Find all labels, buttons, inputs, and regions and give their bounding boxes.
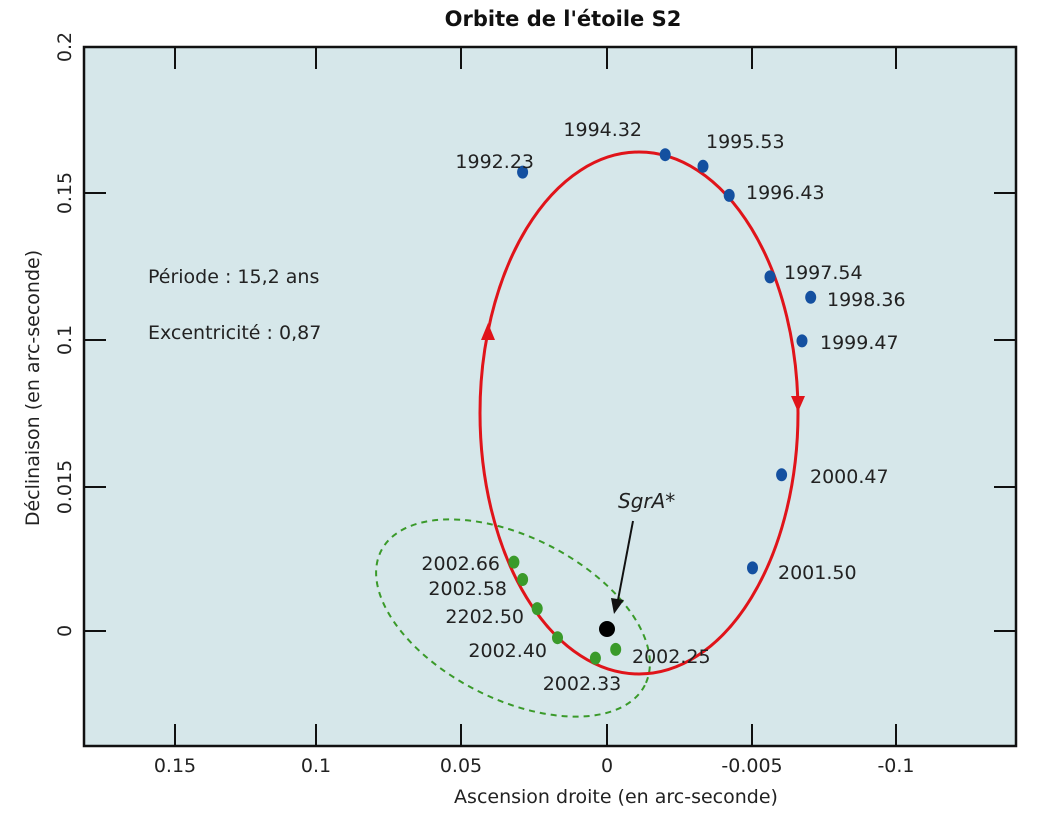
sgra-black-hole [599,621,615,637]
point-label: 1998.36 [827,289,906,311]
data-point [776,468,788,482]
data-points [508,148,817,665]
x-tick-labels: 0.15 0.1 0.05 0 -0.005 -0.1 [154,755,915,777]
s2-orbit-ellipse [478,150,800,676]
y-axis-label: Déclinaison (en arc-seconde) [22,250,44,526]
plot-area [82,45,1018,748]
sgra-label: SgrA* [618,489,675,513]
point-label: 1997.54 [784,262,863,284]
data-point [659,148,671,162]
chart-title: Orbite de l'étoile S2 [445,7,682,31]
x-tick-label: -0.005 [721,755,782,777]
data-point [747,561,758,575]
x-tick-label: 0.15 [154,755,196,777]
point-label: 2001.50 [778,562,857,584]
point-label: 2000.47 [810,466,889,488]
point-label: 2002.25 [632,646,711,668]
y-tick-labels: 0 0.015 0.1 0.15 0.2 [54,32,76,637]
axis-ticks [84,46,1016,746]
data-point [517,573,529,586]
period-annotation: Période : 15,2 ans [148,266,319,288]
point-label: 2002.58 [428,578,507,600]
sgra-pointer-line [617,520,634,601]
data-point [531,602,543,616]
orbit-direction-arrow [791,396,805,412]
y-tick-label: 0 [54,625,76,637]
x-tick-label: 0.05 [440,755,482,777]
data-point [805,290,817,304]
y-tick-label: 0.015 [54,460,76,514]
eccentricity-annotation: Excentricité : 0,87 [148,322,321,344]
point-label: 2002.40 [468,640,547,662]
data-point [589,651,601,665]
data-point [552,631,563,645]
orbit-direction-arrow [481,323,495,340]
y-tick-label: 0.15 [54,172,76,214]
y-tick-label: 0.1 [54,325,76,355]
data-point [764,270,776,284]
green-dashed-orbit [375,518,651,718]
x-tick-label: -0.1 [877,755,914,777]
data-point [723,188,735,202]
point-label: 1999.47 [820,332,899,354]
point-label: 2002.33 [543,673,622,695]
point-label: 1996.43 [746,182,825,204]
x-tick-label: 0 [601,755,613,777]
data-point [796,334,808,348]
point-label: 1992.23 [455,151,534,173]
data-point [610,642,622,656]
point-label: 1995.53 [706,131,785,153]
data-point [517,165,529,179]
point-label: 2002.66 [421,553,500,575]
data-point [508,555,520,569]
x-axis-label: Ascension droite (en arc-seconde) [454,786,778,808]
point-labels: 1992.23 1994.32 1995.53 1996.43 1997.54 1998.… [421,119,905,695]
x-tick-label: 0.1 [301,755,331,777]
data-point [697,159,709,173]
point-label: 2202.50 [445,606,524,628]
sgra-pointer-head [611,598,624,614]
point-label: 1994.32 [563,119,642,141]
y-tick-label: 0.2 [54,32,76,62]
